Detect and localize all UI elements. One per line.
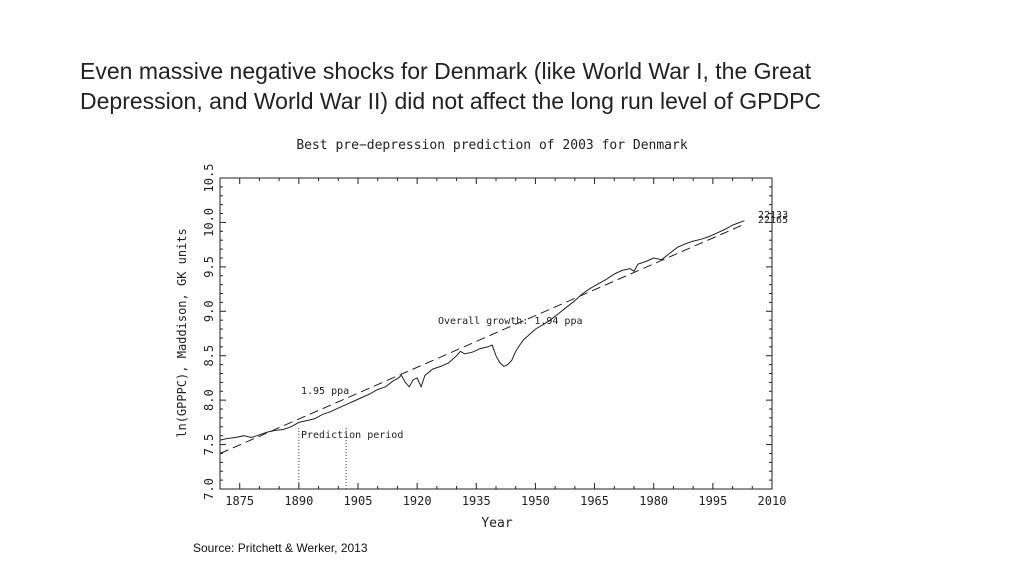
y-tick-label: 9.5 (202, 256, 216, 278)
source-note: Source: Pritchett & Werker, 2013 (193, 541, 368, 555)
x-tick-label: 1950 (521, 494, 550, 508)
y-axis: 7.0 7.5 8.0 8.5 9.0 9.5 10.0 10.5 (202, 164, 772, 500)
end-label-1: 22133 (758, 210, 788, 221)
end-label-2: 22165 (758, 215, 788, 226)
pre-growth-label: 1.95 ppa (301, 386, 349, 397)
y-tick-label: 10.5 (202, 164, 216, 193)
prediction-period-label: Prediction period (301, 430, 403, 441)
x-tick-label: 1890 (284, 494, 313, 508)
x-axis-label: Year (481, 516, 512, 531)
chart-title: Best pre−depression prediction of 2003 f… (296, 138, 688, 153)
slide-title-line-2: Depression, and World War II) did not af… (80, 88, 822, 114)
y-tick-label: 7.5 (202, 434, 216, 456)
trend-line (219, 223, 745, 454)
y-tick-label: 8.0 (202, 389, 216, 411)
y-tick-label: 9.0 (202, 300, 216, 322)
x-tick-label: 1995 (698, 494, 727, 508)
x-tick-label: 1920 (403, 494, 432, 508)
series-layer (219, 220, 745, 454)
y-tick-label: 8.5 (202, 345, 216, 367)
x-tick-label: 1980 (639, 494, 668, 508)
slide-title: Even massive negative shocks for Denmark… (80, 56, 980, 116)
x-tick-label: 1875 (225, 494, 254, 508)
x-tick-label: 1965 (580, 494, 609, 508)
plot-frame (219, 177, 773, 490)
x-axis: 1875 1890 1905 1920 1935 1950 1965 1980 1995 2010 (219, 178, 787, 508)
y-axis-label: ln(GPPPC), Maddison, GK units (175, 228, 189, 438)
gdp-line (219, 220, 745, 441)
x-tick-label: 2010 (758, 494, 787, 508)
x-tick-label: 1905 (344, 494, 373, 508)
x-tick-label: 1935 (462, 494, 491, 508)
annotation-layer: Overall growth: 1.94 ppa 1.95 ppa Predicti… (298, 210, 788, 489)
y-tick-label: 10.0 (202, 208, 216, 237)
slide-title-line-1: Even massive negative shocks for Denmark… (80, 58, 812, 84)
overall-growth-label: Overall growth: 1.94 ppa (438, 316, 583, 327)
y-tick-label: 7.0 (202, 478, 216, 500)
